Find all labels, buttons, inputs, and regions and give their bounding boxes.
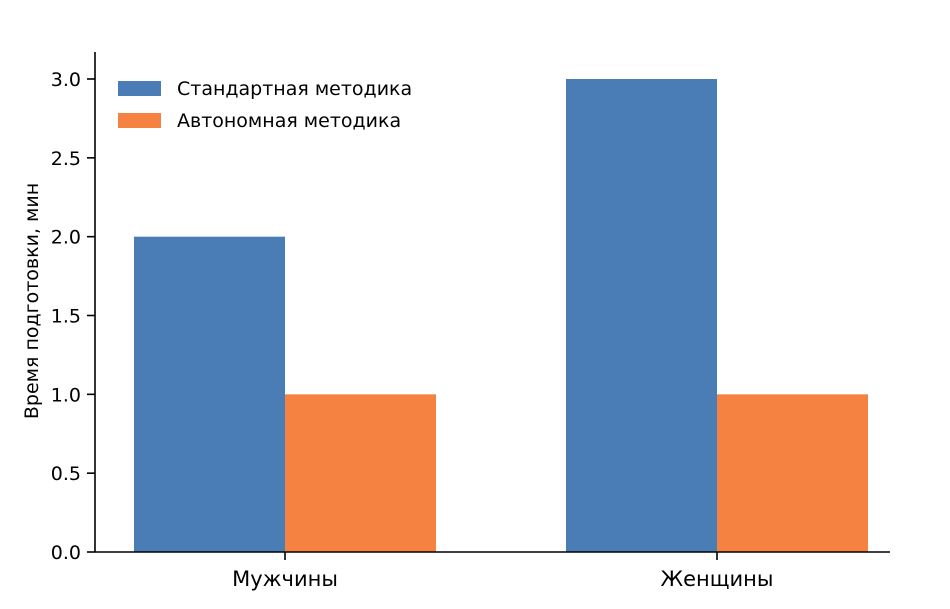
bar-autonomous-1 (717, 394, 868, 552)
legend-swatch (118, 113, 161, 128)
y-tick-label: 2.5 (51, 148, 81, 170)
y-tick-label: 2.0 (51, 227, 81, 249)
y-tick-label: 1.5 (51, 306, 81, 328)
y-tick-label: 0.5 (51, 463, 81, 485)
legend-swatch (118, 81, 161, 96)
bars-group (134, 79, 868, 552)
bar-autonomous-0 (285, 394, 436, 552)
bar-standard-1 (566, 79, 717, 552)
x-ticks-group: Мужчины Женщины (232, 552, 774, 591)
legend-label: Автономная методика (177, 110, 401, 132)
y-tick-label: 3.0 (51, 69, 81, 91)
bar-standard-0 (134, 236, 285, 552)
legend: Стандартная методика Автономная методика (118, 78, 412, 132)
y-ticks-group: 0.0 0.5 1.0 1.5 2.0 2.5 3.0 (51, 69, 95, 564)
y-axis-label: Время подготовки, мин (21, 183, 43, 419)
y-tick-label: 1.0 (51, 384, 81, 406)
y-tick-label: 0.0 (51, 542, 81, 564)
legend-label: Стандартная методика (177, 78, 412, 100)
x-tick-label: Женщины (660, 567, 773, 591)
x-tick-label: Мужчины (232, 567, 338, 591)
